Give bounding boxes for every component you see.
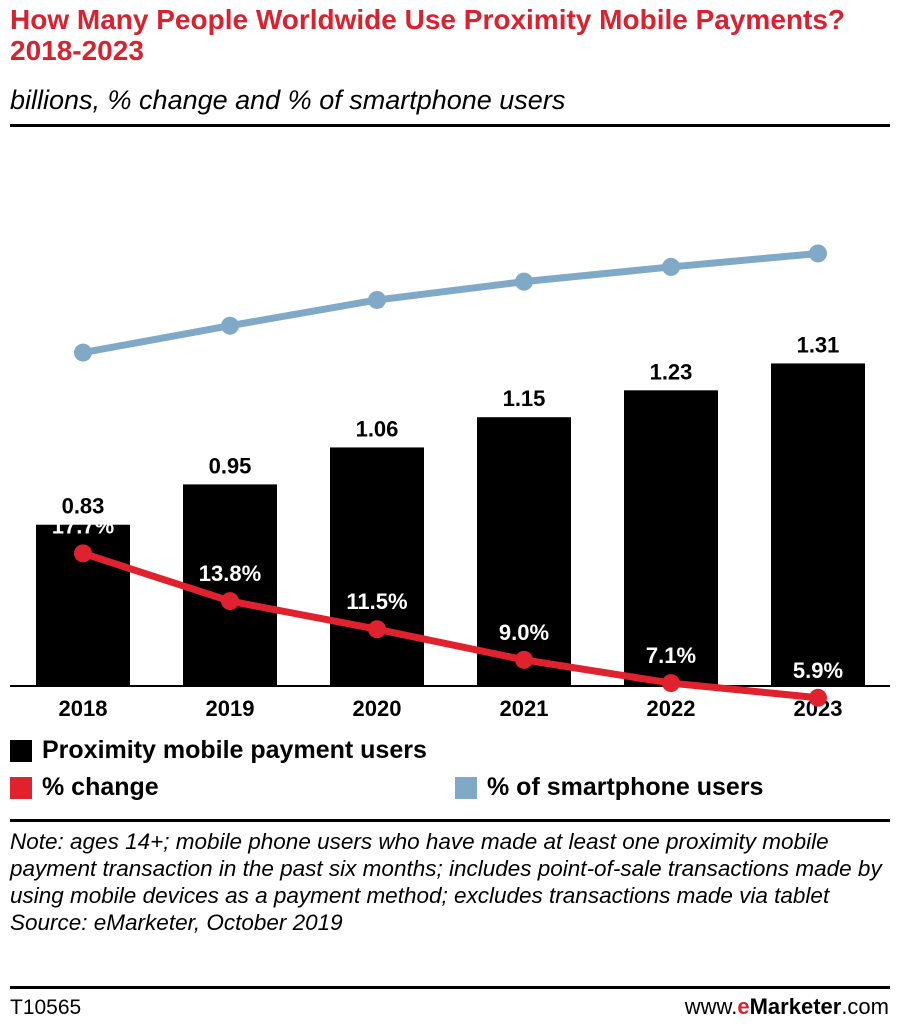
chart-note: Note: ages 14+; mobile phone users who h… (10, 828, 890, 936)
note-text: Note: ages 14+; mobile phone users who h… (10, 829, 882, 908)
brand-logo[interactable]: www.eMarketer.com (685, 994, 889, 1020)
bar (330, 447, 424, 686)
bar-value-label: 1.31 (797, 332, 840, 357)
smartphone-series-point (515, 272, 533, 291)
chart-plot: 0.83 0.95 1.06 1.15 1.23 1.31 2018 2019 2020 2021… (10, 213, 890, 720)
bar-value-label: 1.23 (650, 359, 693, 384)
change-series-value-label: 7.1% (646, 643, 696, 668)
note-divider (10, 819, 890, 822)
change-series-value-label: 9.0% (499, 620, 549, 645)
smartphone-series-value-label: 39.9% (493, 242, 555, 267)
x-tick-label: 2020 (353, 696, 402, 720)
bar (771, 363, 865, 686)
smartphone-series-value-label: 42.2% (787, 213, 849, 238)
change-series-point (809, 688, 827, 707)
chart-title: How Many People Worldwide Use Proximity … (10, 4, 845, 66)
smartphone-series-value-label: 38.4% (346, 260, 408, 285)
top-divider (10, 124, 890, 127)
legend-label-change: % change (42, 773, 159, 801)
legend-swatch-change (10, 776, 32, 799)
x-tick-label: 2019 (206, 696, 255, 720)
brand-prefix: www. (684, 994, 738, 1019)
legend-item-smartphone: % of smartphone users (455, 773, 763, 802)
bar (624, 390, 718, 686)
smartphone-series-value-label: 41.1% (640, 227, 702, 252)
change-series-point (662, 674, 680, 693)
footer-divider (10, 986, 890, 989)
bar-value-label: 1.06 (356, 416, 399, 441)
legend-label-users: Proximity mobile payment users (42, 736, 427, 764)
bar (477, 417, 571, 686)
change-series-value-label: 11.5% (346, 589, 407, 614)
change-series-point (515, 650, 533, 669)
smartphone-series-point (809, 244, 827, 263)
legend-item-change: % change (10, 773, 159, 802)
bar-value-label: 0.83 (62, 494, 105, 519)
chart-subtitle: billions, % change and % of smartphone u… (10, 85, 566, 115)
smartphone-series-value-label: 34.1% (52, 313, 114, 338)
x-tick-label: 2021 (500, 696, 549, 720)
change-series-value-label: 17.7% (52, 513, 114, 538)
brand-suffix: .com (841, 994, 889, 1019)
bar-value-label: 0.95 (209, 453, 252, 478)
x-tick-label: 2022 (647, 696, 696, 720)
legend-label-smartphone: % of smartphone users (487, 773, 764, 801)
change-series-value-label: 5.9% (793, 658, 843, 683)
change-series-point (74, 544, 92, 563)
change-series-value-label: 13.8% (199, 561, 261, 586)
brand-e: e (737, 994, 750, 1019)
legend-swatch-smartphone (455, 776, 477, 799)
bar (183, 484, 277, 686)
note-source: Source: eMarketer, October 2019 (10, 910, 343, 935)
smartphone-series-line (79, 249, 822, 357)
smartphone-series-value-label: 36.3% (199, 286, 261, 311)
brand-name: Marketer (749, 994, 842, 1019)
smartphone-series-point (74, 343, 92, 362)
change-series-line (79, 549, 822, 702)
change-series-point (368, 620, 386, 639)
legend-swatch-users (10, 739, 32, 762)
smartphone-series-point (662, 257, 680, 276)
smartphone-series-point (368, 290, 386, 309)
legend-item-users: Proximity mobile payment users (10, 736, 427, 765)
change-series-point (221, 592, 239, 611)
smartphone-series-point (221, 316, 239, 335)
x-tick-label: 2018 (59, 696, 108, 720)
bar-value-label: 1.15 (503, 386, 546, 411)
chart-id: T10565 (10, 996, 82, 1019)
